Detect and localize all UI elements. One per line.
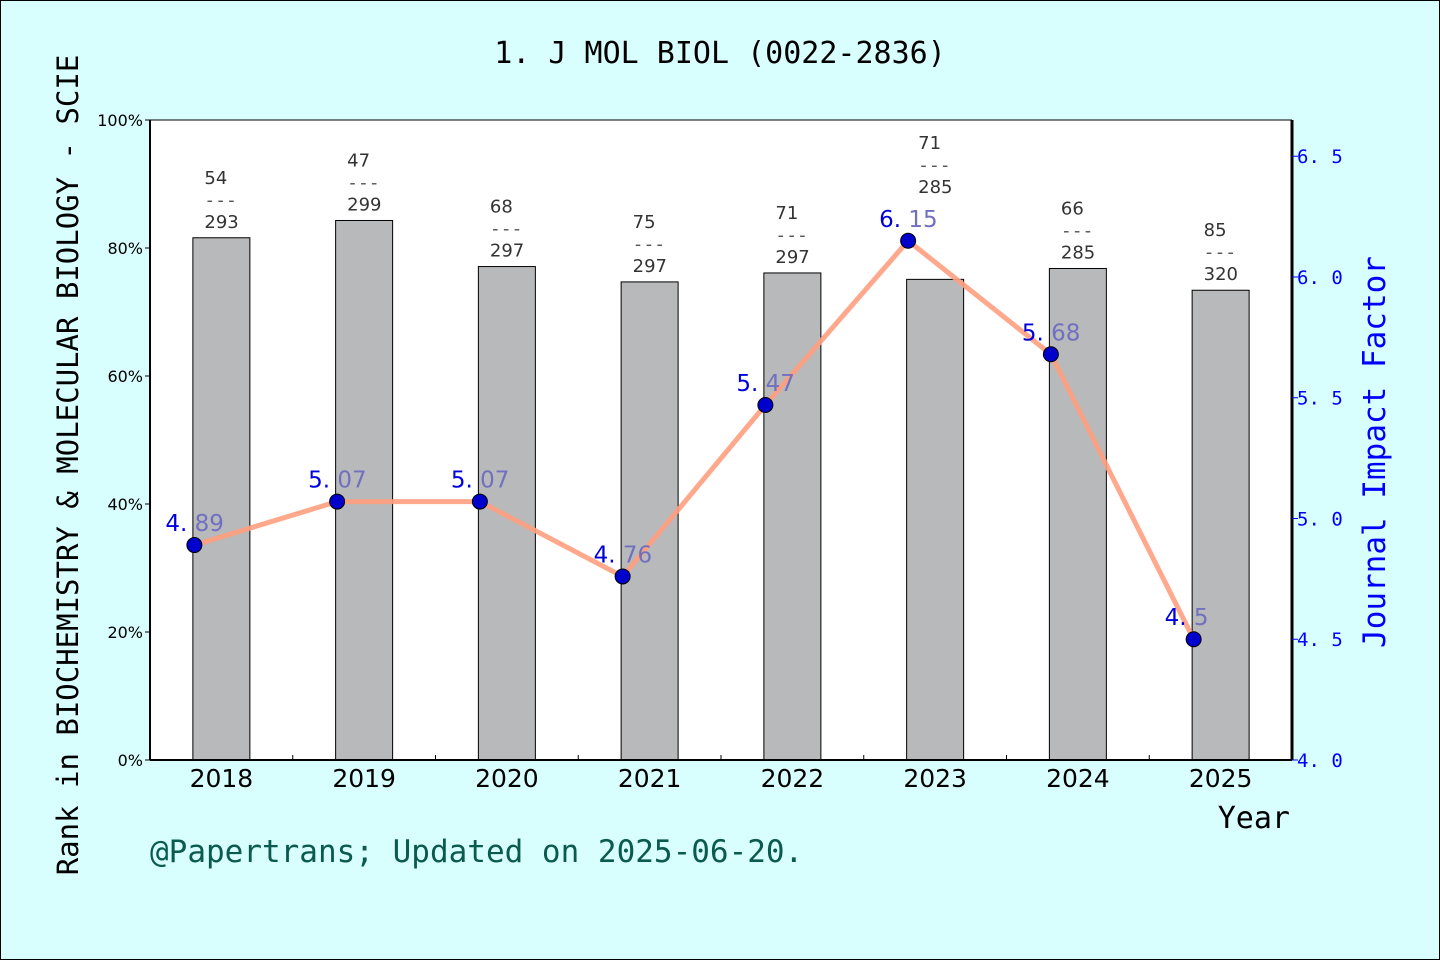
chart-title: 1. J MOL BIOL (0022-2836) bbox=[494, 36, 946, 71]
rank-separator: --- bbox=[918, 155, 951, 176]
right-tick-label: 6. 5 bbox=[1297, 146, 1343, 168]
if-value-label: 5. 47 bbox=[736, 371, 795, 397]
x-tick-label: 2019 bbox=[332, 764, 396, 793]
rank-label: 68 bbox=[490, 197, 513, 218]
total-label: 320 bbox=[1204, 264, 1238, 285]
impact-factor-line bbox=[193, 237, 1196, 641]
if-point-2025 bbox=[1185, 631, 1202, 648]
total-label: 297 bbox=[775, 247, 809, 268]
bar-2025 bbox=[1191, 289, 1250, 761]
rank-label: 85 bbox=[1204, 220, 1227, 241]
rank-label: 71 bbox=[918, 133, 941, 154]
right-axis-title: Journal Impact Factor bbox=[1357, 256, 1393, 648]
bar-2019 bbox=[335, 219, 394, 761]
if-point-2021 bbox=[614, 568, 631, 585]
rank-label: 66 bbox=[1061, 198, 1084, 219]
rank-separator: --- bbox=[1061, 220, 1094, 241]
if-value-label: 5. 68 bbox=[1022, 320, 1081, 346]
right-tick-label: 6. 0 bbox=[1297, 267, 1343, 289]
left-tick-label: 20% bbox=[107, 623, 143, 642]
total-label: 285 bbox=[918, 177, 952, 198]
plot-area bbox=[150, 120, 1292, 760]
if-value-label: 5. 07 bbox=[451, 468, 510, 494]
rank-label: 54 bbox=[204, 168, 227, 189]
bar-2023 bbox=[906, 278, 965, 761]
rank-separator: --- bbox=[347, 172, 380, 193]
x-tick-label: 2023 bbox=[903, 764, 967, 793]
if-value-label: 5. 07 bbox=[308, 468, 367, 494]
if-point-2019 bbox=[329, 493, 346, 510]
rank-separator: --- bbox=[1204, 242, 1237, 263]
total-label: 285 bbox=[1061, 242, 1095, 263]
rank-label: 75 bbox=[633, 212, 656, 233]
right-tick-label: 4. 5 bbox=[1297, 629, 1343, 651]
bar-2024 bbox=[1048, 267, 1107, 761]
rank-separator: --- bbox=[633, 234, 666, 255]
rank-separator: --- bbox=[775, 225, 808, 246]
if-point-2018 bbox=[186, 537, 203, 554]
bar-2022 bbox=[763, 272, 822, 761]
if-value-label: 4. 76 bbox=[594, 542, 653, 568]
if-point-2023 bbox=[900, 232, 917, 249]
x-tick-label: 2022 bbox=[761, 764, 825, 793]
left-tick-label: 40% bbox=[107, 495, 143, 514]
rank-separator: --- bbox=[204, 190, 237, 211]
rank-separator: --- bbox=[490, 219, 523, 240]
right-tick-label: 4. 0 bbox=[1297, 750, 1343, 772]
x-tick-label: 2025 bbox=[1189, 764, 1253, 793]
x-tick-label: 2018 bbox=[190, 764, 254, 793]
total-label: 299 bbox=[347, 194, 381, 215]
x-axis-title: Year bbox=[1218, 801, 1290, 836]
right-tick-label: 5. 0 bbox=[1297, 508, 1343, 530]
left-tick-label: 0% bbox=[118, 751, 143, 770]
right-tick-label: 5. 5 bbox=[1297, 388, 1343, 410]
if-point-2020 bbox=[471, 493, 488, 510]
rank-label: 71 bbox=[775, 203, 798, 224]
x-tick-label: 2021 bbox=[618, 764, 682, 793]
if-value-label: 4. 89 bbox=[165, 511, 224, 537]
if-value-label: 4. 5 bbox=[1165, 605, 1209, 631]
bar-2018 bbox=[192, 237, 251, 761]
left-tick-label: 60% bbox=[107, 367, 143, 386]
footer-credit: @Papertrans; Updated on 2025-06-20. bbox=[150, 834, 804, 870]
if-point-2024 bbox=[1042, 346, 1059, 363]
x-tick-label: 2020 bbox=[475, 764, 539, 793]
if-point-2022 bbox=[757, 396, 774, 413]
rank-label: 47 bbox=[347, 150, 370, 171]
left-tick-label: 80% bbox=[107, 239, 143, 258]
x-tick-label: 2024 bbox=[1046, 764, 1110, 793]
left-tick-label: 100% bbox=[97, 111, 143, 130]
total-label: 293 bbox=[204, 212, 238, 233]
left-axis-title: Rank in BIOCHEMISTRY & MOLECULAR BIOLOGY… bbox=[51, 55, 85, 876]
if-value-label: 6. 15 bbox=[879, 207, 938, 233]
total-label: 297 bbox=[490, 241, 524, 262]
total-label: 297 bbox=[633, 256, 667, 277]
